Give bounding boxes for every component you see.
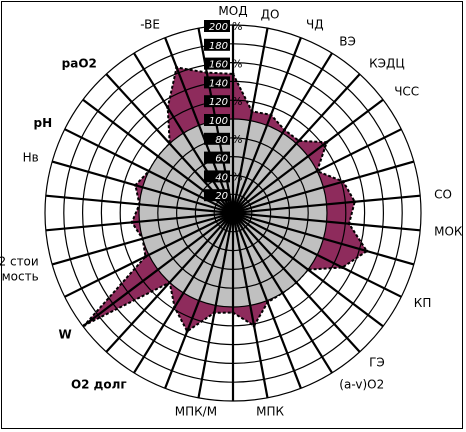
tick-label-box <box>204 57 230 70</box>
tick-label-box <box>204 38 230 51</box>
axis-spoke <box>133 52 234 214</box>
axis-label: O2 долг <box>71 378 127 392</box>
axis-label: МОК <box>434 225 463 239</box>
axis-spoke <box>51 211 234 266</box>
axis-spoke <box>197 212 235 399</box>
tick-label: 180 <box>209 41 228 52</box>
axis-spoke <box>232 211 415 266</box>
tick-label-box <box>204 76 230 89</box>
axis-spoke <box>231 27 269 214</box>
tick-label-box <box>204 151 230 164</box>
tick-label-box <box>204 20 230 32</box>
axis-spoke <box>232 194 421 215</box>
axis-label: ЧД <box>306 18 324 32</box>
tick-unit: % <box>232 58 242 71</box>
axis-spoke <box>232 128 402 214</box>
tick-label: 120 <box>209 97 228 108</box>
axis-label: W <box>59 328 72 342</box>
axis-label: -BE <box>140 18 160 32</box>
axis-label: ВЭ <box>339 34 356 48</box>
tick-label: 200 <box>209 22 228 33</box>
axis-spoke <box>232 73 361 214</box>
axis-spoke <box>133 212 234 374</box>
axis-label: paO2 <box>62 57 97 71</box>
tick-unit: % <box>232 170 242 183</box>
axis-spoke <box>105 212 234 353</box>
tick-label-box <box>204 132 230 145</box>
axis-spoke <box>232 212 361 353</box>
axis-spoke <box>45 211 234 232</box>
axis-label: ДО <box>261 7 280 21</box>
tick-label-box <box>204 95 230 108</box>
axis-label: ГЭ <box>369 355 385 369</box>
axis-spoke <box>164 37 235 214</box>
axis-label: Нв <box>23 151 39 165</box>
axis-spoke <box>232 160 415 215</box>
axis-spoke <box>232 211 421 232</box>
axis-label: МПК <box>256 405 284 419</box>
tick-unit: % <box>232 95 242 108</box>
axis-spoke <box>232 212 384 328</box>
axis-spoke <box>232 212 402 298</box>
axis-spoke <box>51 160 234 215</box>
axis-labels-group: МОД ДО ЧД ВЭ КЭДЦ ЧСС СО МОК КП ГЭ (a-v)O2 МПК МПК/М… <box>0 4 463 419</box>
axis-spoke <box>232 98 384 214</box>
axis-spoke <box>232 52 333 214</box>
tick-label-box <box>204 189 230 202</box>
axis-spoke <box>164 212 235 389</box>
tick-label: 140 <box>209 78 228 89</box>
tick-label: 40 <box>215 172 228 183</box>
axis-spoke <box>231 37 302 214</box>
tick-label-box <box>204 114 230 126</box>
axis-spoke <box>82 212 234 328</box>
axis-label: (a-v)O2 <box>339 378 384 392</box>
axis-label: СО <box>434 187 452 201</box>
axis-label: ЧСС <box>394 84 419 98</box>
axis-spoke <box>45 194 234 215</box>
tick-label: 60 <box>215 154 228 165</box>
tick-label: 100 <box>209 116 228 127</box>
tick-label-box <box>204 170 230 183</box>
grid-group <box>44 24 422 402</box>
axis-label: КП <box>414 296 432 310</box>
axis-label: МПК/М <box>175 405 217 419</box>
tick-label: 160 <box>209 60 228 71</box>
axis-spoke <box>232 212 333 374</box>
tick-labels-group: 20 40 % 60 80 % 100 120 % 140 160 % 180 200% <box>204 20 242 202</box>
tick-unit: % <box>232 20 242 33</box>
axis-spoke <box>64 212 234 298</box>
axis-label: pH <box>34 116 53 130</box>
axis-spoke <box>231 212 302 389</box>
tick-unit: % <box>232 133 242 146</box>
axis-spoke <box>231 212 269 399</box>
axis-label: МОД <box>218 4 247 18</box>
tick-label: 20 <box>215 191 228 202</box>
tick-label: 80 <box>215 135 228 146</box>
axis-label: КЭДЦ <box>369 57 405 71</box>
